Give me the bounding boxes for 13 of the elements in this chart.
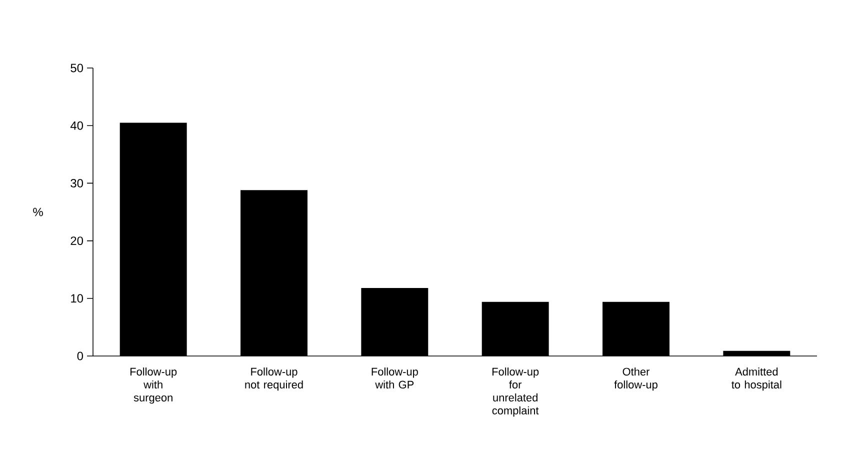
x-tick-label: Follow-up not required [245,368,303,391]
y-tick-label: 0 [77,352,84,360]
y-tick-label: 50 [70,64,84,72]
y-tick-label: 30 [70,178,84,188]
y-tick-label: 40 [70,121,84,130]
y-axis-title: % [33,208,43,216]
y-tick-label: 20 [70,236,84,246]
x-tick-label: Admitted to hospital [732,368,782,391]
x-tick-label: Other follow-up [614,368,658,391]
y-tick-label: 10 [71,294,84,303]
x-tick-label: Follow-up for unrelated complaint [492,368,539,417]
x-tick-label: Follow-up with surgeon [130,368,177,404]
x-tick-label: Follow-up with GP [372,368,418,389]
